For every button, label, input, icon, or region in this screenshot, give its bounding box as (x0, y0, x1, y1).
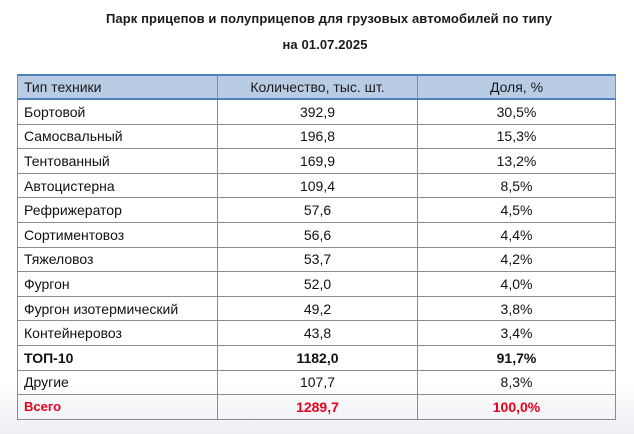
cell-share: 100,0% (417, 394, 616, 420)
fleet-table: Тип техники Количество, тыс. шт. Доля, %… (17, 74, 616, 420)
cell-type-name: Сортиментовоз (17, 221, 218, 248)
cell-quantity: 49,2 (217, 295, 418, 322)
cell-type-name: Фургон изотермический (17, 295, 218, 322)
cell-quantity: 1289,7 (217, 394, 418, 420)
header-row: Тип техники Количество, тыс. шт. Доля, % (17, 74, 616, 100)
cell-quantity: 392,9 (217, 98, 418, 125)
cell-quantity: 1182,0 (217, 344, 418, 371)
cell-type-name: Бортовой (17, 98, 218, 125)
table-row: Всего 1289,7 100,0% (17, 394, 616, 420)
cell-share: 13,2% (417, 148, 616, 174)
table-row: Фургон 52,0 4,0% (17, 271, 616, 297)
table-body: Бортовой 392,9 30,5% Самосвальный 196,8 15,3%… (17, 98, 616, 420)
table-row: Самосвальный 196,8 15,3% (17, 123, 616, 150)
table-row: Контейнеровоз 43,8 3,4% (17, 320, 616, 346)
cell-quantity: 43,8 (217, 320, 418, 346)
table-row: Тентованный 169,9 13,2% (17, 148, 616, 174)
table-row: Другие 107,7 8,3% (17, 369, 616, 396)
cell-share: 91,7% (417, 344, 616, 371)
cell-quantity: 57,6 (217, 197, 418, 223)
cell-type-name: Автоцистерна (17, 172, 218, 199)
cell-share: 4,2% (417, 246, 616, 273)
cell-type-name: ТОП-10 (17, 344, 218, 371)
cell-quantity: 107,7 (217, 369, 418, 396)
cell-share: 8,5% (417, 172, 616, 199)
table-row: Фургон изотермический 49,2 3,8% (17, 295, 616, 322)
cell-type-name: Всего (17, 394, 218, 420)
cell-type-name: Контейнеровоз (17, 320, 218, 346)
column-header-share: Доля, % (417, 74, 616, 100)
column-header-quantity: Количество, тыс. шт. (217, 74, 418, 100)
table-title: Парк прицепов и полуприцепов для грузовы… (105, 11, 553, 26)
cell-quantity: 56,6 (217, 221, 418, 248)
cell-type-name: Тяжеловоз (17, 246, 218, 273)
cell-type-name: Рефрижератор (17, 197, 218, 223)
cell-quantity: 196,8 (217, 123, 418, 150)
cell-share: 4,5% (417, 197, 616, 223)
cell-share: 4,0% (417, 271, 616, 297)
table-row: Автоцистерна 109,4 8,5% (17, 172, 616, 199)
cell-share: 30,5% (417, 98, 616, 125)
table-row: Рефрижератор 57,6 4,5% (17, 197, 616, 223)
cell-type-name: Другие (17, 369, 218, 396)
cell-quantity: 52,0 (217, 271, 418, 297)
cell-share: 4,4% (417, 221, 616, 248)
cell-quantity: 169,9 (217, 148, 418, 174)
cell-type-name: Фургон (17, 271, 218, 297)
cell-share: 15,3% (417, 123, 616, 150)
cell-share: 3,8% (417, 295, 616, 322)
table-row: ТОП-10 1182,0 91,7% (17, 344, 616, 371)
cell-type-name: Самосвальный (17, 123, 218, 150)
cell-quantity: 109,4 (217, 172, 418, 199)
table-row: Бортовой 392,9 30,5% (17, 98, 616, 125)
cell-share: 3,4% (417, 320, 616, 346)
cell-share: 8,3% (417, 369, 616, 396)
cell-quantity: 53,7 (217, 246, 418, 273)
table-row: Сортиментовоз 56,6 4,4% (17, 221, 616, 248)
column-header-type: Тип техники (17, 74, 218, 100)
table-row: Тяжеловоз 53,7 4,2% (17, 246, 616, 273)
table-subtitle-date: на 01.07.2025 (282, 37, 368, 52)
cell-type-name: Тентованный (17, 148, 218, 174)
